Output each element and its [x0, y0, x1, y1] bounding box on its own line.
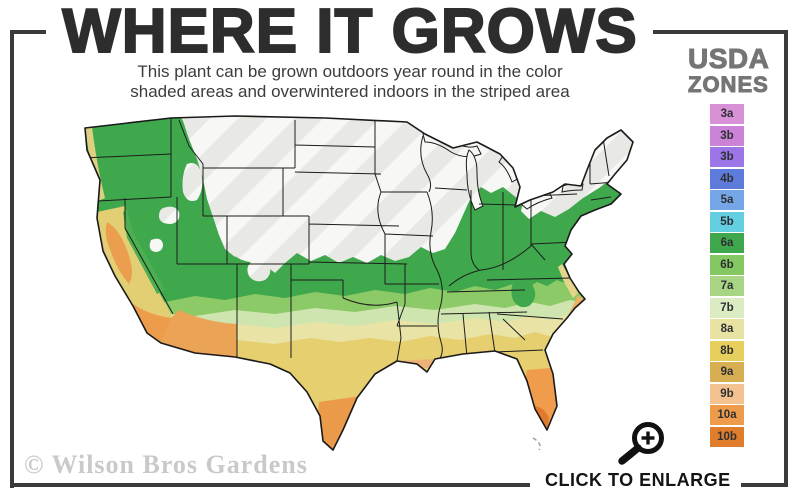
zone-swatch-8a: 8a — [710, 319, 744, 339]
page-title: WHERE IT GROWS — [61, 0, 638, 67]
frame-border-bottom-left — [10, 483, 530, 487]
zone-swatch-8b: 8b — [710, 340, 744, 361]
subtitle: This plant can be grown outdoors year ro… — [55, 62, 645, 101]
florida-keys — [532, 437, 541, 451]
zone-swatch-6b: 6b — [710, 254, 744, 275]
us-map-outline — [84, 115, 634, 451]
click-to-enlarge-button[interactable]: CLICK TO ENLARGE — [545, 470, 731, 490]
zone-swatch-4a: 3b — [710, 147, 744, 167]
zone-swatch-9b: 9b — [710, 383, 744, 404]
legend-title-usda: USDA — [688, 43, 770, 74]
zone-swatch-10b: 10b — [710, 426, 744, 447]
zone-swatch-3b: 3b — [710, 125, 744, 146]
subtitle-line-2: shaded areas and overwintered indoors in… — [130, 81, 570, 101]
magnifier-plus-icon[interactable] — [610, 412, 680, 472]
frame-border-left — [10, 30, 14, 488]
frame-border-bottom-right — [741, 483, 788, 487]
usda-zone-map[interactable] — [75, 112, 635, 462]
zone-swatch-10a: 10a — [710, 405, 744, 425]
frame-border-top-left — [10, 30, 46, 34]
usda-zones-legend: USDA ZONES 3a 3b 3b 4b 5a 5b 6a 6b 7a 7b… — [688, 43, 770, 448]
zone-swatch-7b: 7b — [710, 297, 744, 318]
zone-swatch-5a: 5a — [710, 190, 744, 210]
legend-title-zones: ZONES — [688, 72, 769, 97]
zone-shading — [85, 116, 633, 450]
watermark: © Wilson Bros Gardens — [24, 450, 308, 479]
zone-swatch-3a: 3a — [710, 104, 744, 124]
state-borders — [85, 118, 616, 363]
frame-border-top-right — [653, 30, 788, 34]
zone-swatch-7a: 7a — [710, 276, 744, 296]
frame-border-right — [784, 30, 788, 484]
zone-swatch-6a: 6a — [710, 233, 744, 253]
subtitle-line-1: This plant can be grown outdoors year ro… — [137, 62, 563, 81]
zone-swatch-4b: 4b — [710, 168, 744, 189]
zone-swatch-5b: 5b — [710, 211, 744, 232]
zone-swatch-9a: 9a — [710, 362, 744, 382]
